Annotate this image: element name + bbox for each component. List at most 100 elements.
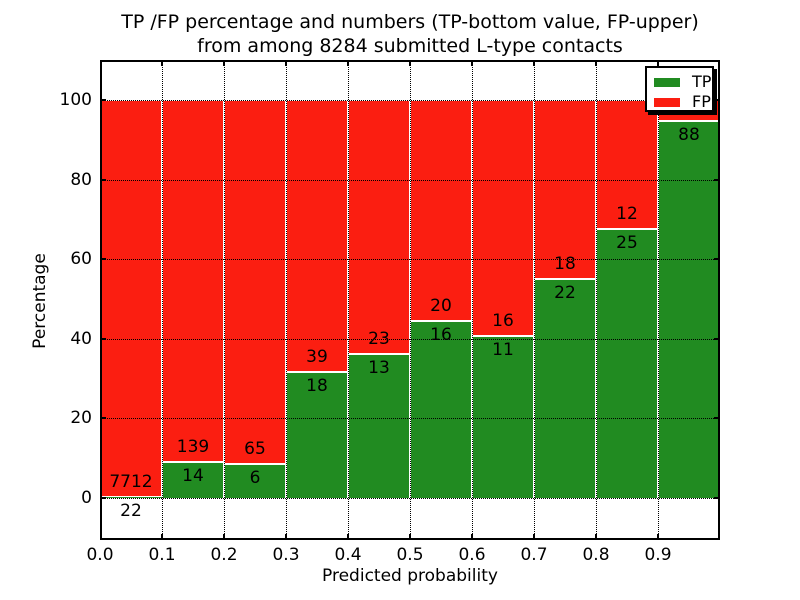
x-tick-label: 0.3	[272, 545, 300, 565]
fp-bar-segment	[100, 100, 162, 497]
gridline-horizontal	[100, 179, 720, 181]
gridline-vertical	[410, 60, 411, 540]
y-tick-mark	[100, 497, 106, 499]
y-tick-mark	[714, 417, 720, 420]
fp-count-label: 65	[244, 439, 266, 460]
fp-count-label: 18	[554, 254, 576, 275]
gridline-horizontal	[100, 498, 720, 499]
x-tick-mark	[161, 534, 163, 540]
x-tick-mark	[533, 534, 535, 540]
x-axis-label: Predicted probability	[322, 566, 498, 586]
x-tick-mark	[471, 60, 473, 66]
tp-legend-swatch	[654, 77, 680, 87]
x-tick-mark	[409, 534, 411, 540]
y-tick-mark	[714, 99, 720, 101]
x-tick-mark	[285, 60, 287, 66]
x-tick-label: 0.1	[148, 545, 176, 565]
tp-count-label: 16	[430, 325, 452, 346]
gridline-horizontal	[100, 418, 720, 420]
tp-bar-segment	[472, 335, 534, 498]
y-tick-mark	[100, 337, 106, 340]
gridline-horizontal	[100, 259, 720, 261]
tp-count-label: 14	[182, 465, 204, 486]
gridline-vertical	[224, 60, 225, 540]
fp-count-label: 39	[306, 347, 328, 368]
tp-bar-segment	[100, 496, 162, 499]
fp-bar-segment	[472, 100, 534, 336]
y-tick-label: 80	[70, 169, 92, 190]
tp-count-label: 25	[616, 233, 638, 254]
y-tick-mark	[100, 258, 106, 261]
tp-count-label: 6	[249, 468, 261, 489]
x-tick-mark	[657, 534, 659, 540]
fp-count-label: 12	[616, 204, 638, 225]
legend-label: TP	[692, 72, 712, 91]
x-tick-mark	[223, 60, 225, 66]
fp-bar-segment	[596, 100, 658, 230]
chart-title-line1: TP /FP percentage and numbers (TP-bottom…	[121, 11, 699, 33]
fp-count-label: 139	[176, 436, 210, 457]
x-tick-label: 0.9	[644, 545, 672, 565]
y-tick-label: 100	[59, 90, 92, 110]
gridline-vertical	[348, 60, 349, 540]
x-tick-label: 0.6	[458, 545, 486, 565]
x-tick-label: 0.0	[86, 545, 114, 565]
chart-title: TP /FP percentage and numbers (TP-bottom…	[100, 10, 720, 58]
y-tick-label: 60	[70, 249, 92, 270]
fp-legend-swatch	[654, 97, 680, 107]
tp-count-label: 22	[120, 500, 142, 521]
gridline-vertical	[286, 60, 287, 540]
fp-count-label: 20	[430, 296, 452, 317]
x-tick-mark	[595, 534, 597, 540]
y-axis-label: Percentage	[30, 253, 50, 349]
fp-bar-segment	[348, 100, 410, 355]
fp-count-label: 16	[492, 310, 514, 331]
x-tick-label: 0.4	[334, 545, 362, 565]
chart-title-line2: from among 8284 submitted L-type contact…	[197, 35, 623, 57]
tp-bar-segment	[658, 121, 720, 498]
y-tick-mark	[100, 178, 106, 181]
gridline-vertical	[658, 60, 659, 540]
tp-count-label: 11	[492, 339, 514, 360]
plot-area: 7712 22 139 14 65 6 39 18 23 13 20 16 16 11 18 22 12 25 88…	[100, 60, 720, 540]
gridline-vertical	[162, 60, 163, 540]
x-tick-label: 0.8	[582, 545, 610, 565]
y-tick-label: 40	[70, 328, 92, 349]
y-tick-label: 0	[81, 488, 92, 508]
tp-bar-segment	[596, 229, 658, 498]
tp-count-label: 22	[554, 283, 576, 304]
y-tick-mark	[100, 99, 106, 101]
tp-count-label: 18	[306, 376, 328, 397]
gridline-horizontal	[100, 100, 720, 101]
tp-bar-segment	[534, 279, 596, 498]
x-tick-mark	[409, 60, 411, 66]
fp-bar-segment	[534, 100, 596, 280]
fp-count-label: 7712	[109, 471, 153, 492]
gridline-vertical	[596, 60, 597, 540]
x-tick-label: 0.5	[396, 545, 424, 565]
fp-bar-segment	[162, 100, 224, 462]
legend: TP FP	[645, 66, 714, 112]
x-tick-label: 0.7	[520, 545, 548, 565]
legend-label: FP	[692, 92, 711, 111]
x-tick-mark	[223, 534, 225, 540]
fp-bar-segment	[286, 100, 348, 373]
x-tick-mark	[657, 60, 659, 66]
x-tick-mark	[347, 534, 349, 540]
y-tick-mark	[714, 337, 720, 340]
y-tick-mark	[714, 497, 720, 499]
legend-row: TP	[647, 73, 712, 91]
tp-bar-segment	[410, 321, 472, 498]
y-tick-mark	[100, 417, 106, 420]
y-tick-mark	[714, 178, 720, 181]
x-tick-mark	[161, 60, 163, 66]
gridline-vertical	[472, 60, 473, 540]
x-tick-mark	[347, 60, 349, 66]
fp-bar-segment	[410, 100, 472, 322]
tp-bar-segment	[224, 464, 286, 498]
tp-count-label: 13	[368, 358, 390, 379]
legend-row: FP	[647, 93, 712, 111]
tp-count-label: 88	[678, 125, 700, 146]
y-tick-mark	[714, 258, 720, 261]
